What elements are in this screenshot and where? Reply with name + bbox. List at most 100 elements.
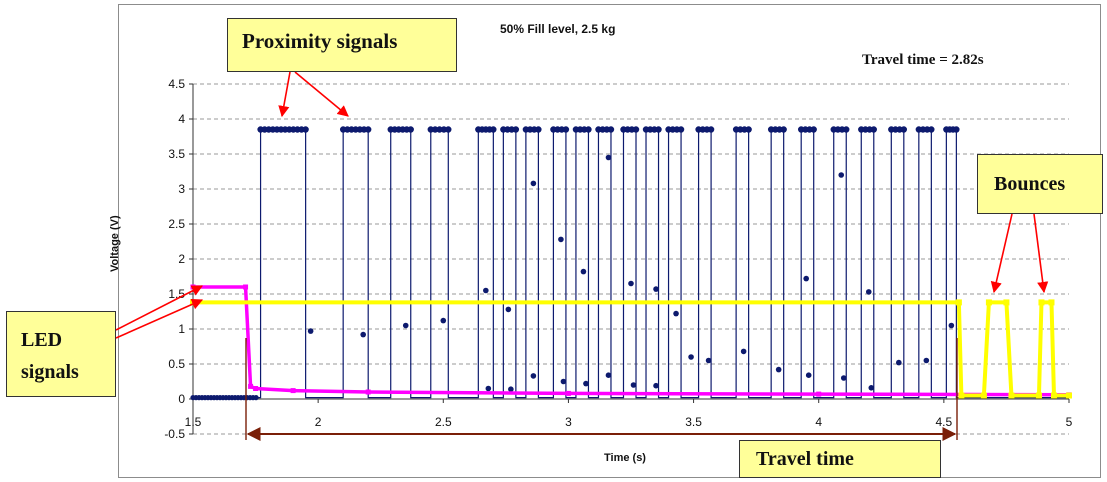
proximity-point: [677, 126, 685, 133]
proximity-point: [896, 359, 902, 366]
proximity-point: [810, 126, 817, 133]
proximity-point: [508, 386, 514, 393]
proximity-point: [928, 126, 935, 133]
bounce-point: [1003, 299, 1010, 306]
proximity-point: [485, 385, 492, 392]
bounce-point: [1066, 392, 1072, 399]
y-axis-label: Voltage (V): [109, 215, 121, 272]
proximity-point: [948, 322, 955, 329]
bounce-point: [980, 392, 987, 399]
y-tick-label: 0: [178, 392, 185, 406]
bounce-point: [955, 299, 962, 306]
proximity-arrow: [294, 71, 349, 117]
proximity-point: [838, 172, 845, 178]
proximity-point: [745, 126, 752, 133]
proximity-point: [803, 275, 809, 282]
proximity-point: [780, 126, 787, 133]
proximity-point: [843, 126, 850, 133]
proximity-point: [530, 180, 537, 187]
proximity-point: [307, 328, 314, 334]
proximity-point: [440, 317, 447, 324]
led-point: [365, 389, 371, 395]
proximity-point: [360, 331, 366, 338]
proximity-point: [865, 289, 872, 295]
led-arrow: [115, 298, 204, 339]
proximity-signals-callout: Proximity signals: [227, 18, 457, 72]
proximity-point: [707, 126, 715, 133]
proximity-point: [607, 126, 615, 133]
proximity-point: [440, 126, 448, 133]
gridlines: [193, 83, 1069, 435]
proximity-point: [445, 126, 452, 133]
bounces-arrow: [990, 213, 1013, 294]
proximity-point: [583, 380, 589, 387]
bounces-callout: Bounces: [977, 154, 1103, 214]
led-point: [253, 386, 259, 391]
led-point: [816, 391, 822, 397]
y-tick-label: 0.5: [168, 357, 185, 371]
proximity-point: [535, 126, 542, 133]
travel-time-annotation: Travel time = 2.82s: [862, 52, 984, 68]
proximity-point: [653, 286, 659, 292]
proximity-point: [805, 372, 812, 379]
proximity-point: [900, 126, 908, 133]
proximity-point: [688, 354, 694, 360]
y-tick-label: 3.5: [168, 147, 185, 161]
bounce-point: [985, 299, 992, 306]
proximity-point: [628, 280, 634, 287]
bounce-point: [1035, 392, 1042, 399]
proximity-point: [365, 126, 372, 133]
y-tick-label: 2: [178, 252, 185, 266]
led-point: [190, 284, 196, 290]
proximity-point: [253, 395, 259, 401]
proximity-point: [431, 126, 439, 133]
x-tick-label: 2.5: [435, 415, 452, 429]
led-arrow: [115, 285, 203, 331]
led-point: [243, 284, 249, 290]
bounce-point: [1038, 299, 1045, 306]
bounce-signal-line: [193, 300, 1069, 398]
x-tick-label: 2: [315, 415, 322, 429]
proximity-point: [655, 126, 662, 133]
x-tick-label: 5: [1066, 415, 1073, 429]
x-tick-label: 4.5: [936, 415, 953, 429]
bounce-point: [1050, 392, 1057, 399]
x-tick-label: 4: [815, 415, 822, 429]
proximity-point: [705, 357, 712, 364]
proximity-point: [923, 357, 930, 364]
x-axis-label: Time (s): [604, 452, 646, 464]
proximity-point: [630, 382, 637, 388]
proximity-point: [653, 382, 659, 389]
bounce-point: [1048, 299, 1055, 306]
proximity-point: [840, 375, 847, 381]
travel-time-label: Travel time: [756, 448, 854, 470]
led-point: [565, 390, 571, 396]
y-tick-label: 3: [178, 182, 185, 196]
y-tick-label: 4: [178, 112, 185, 126]
proximity-point: [530, 373, 537, 379]
y-tick-label: 2.5: [168, 217, 185, 231]
x-tick-label: 3: [565, 415, 572, 429]
led-label-line1: LED: [21, 329, 63, 351]
bounce-point: [1008, 392, 1015, 399]
proximity-point: [868, 385, 875, 391]
proximity-point: [402, 322, 409, 329]
proximity-point: [632, 126, 640, 133]
y-tick-label: 1: [178, 322, 185, 336]
proximity-signal-line: [193, 128, 1069, 399]
proximity-point: [775, 366, 782, 373]
led-point: [290, 388, 296, 394]
y-tick-label: -0.5: [164, 427, 185, 441]
bounce-point: [958, 392, 965, 399]
axes: -0.500.511.522.533.544.51.5 2 2.5 3 3.5 4 4.5 5: [164, 77, 1072, 441]
callout-arrows: [115, 71, 1049, 441]
proximity-arrow: [278, 71, 291, 118]
proximity-point: [580, 268, 587, 275]
proximity-point: [953, 126, 960, 133]
proximity-point: [562, 126, 570, 133]
led-label-line2: signals: [21, 361, 79, 383]
series-group: [190, 126, 1072, 401]
x-tick-label: 3.5: [685, 415, 702, 429]
led-point: [248, 383, 254, 389]
chart-title: 50% Fill level, 2.5 kg: [500, 22, 616, 36]
